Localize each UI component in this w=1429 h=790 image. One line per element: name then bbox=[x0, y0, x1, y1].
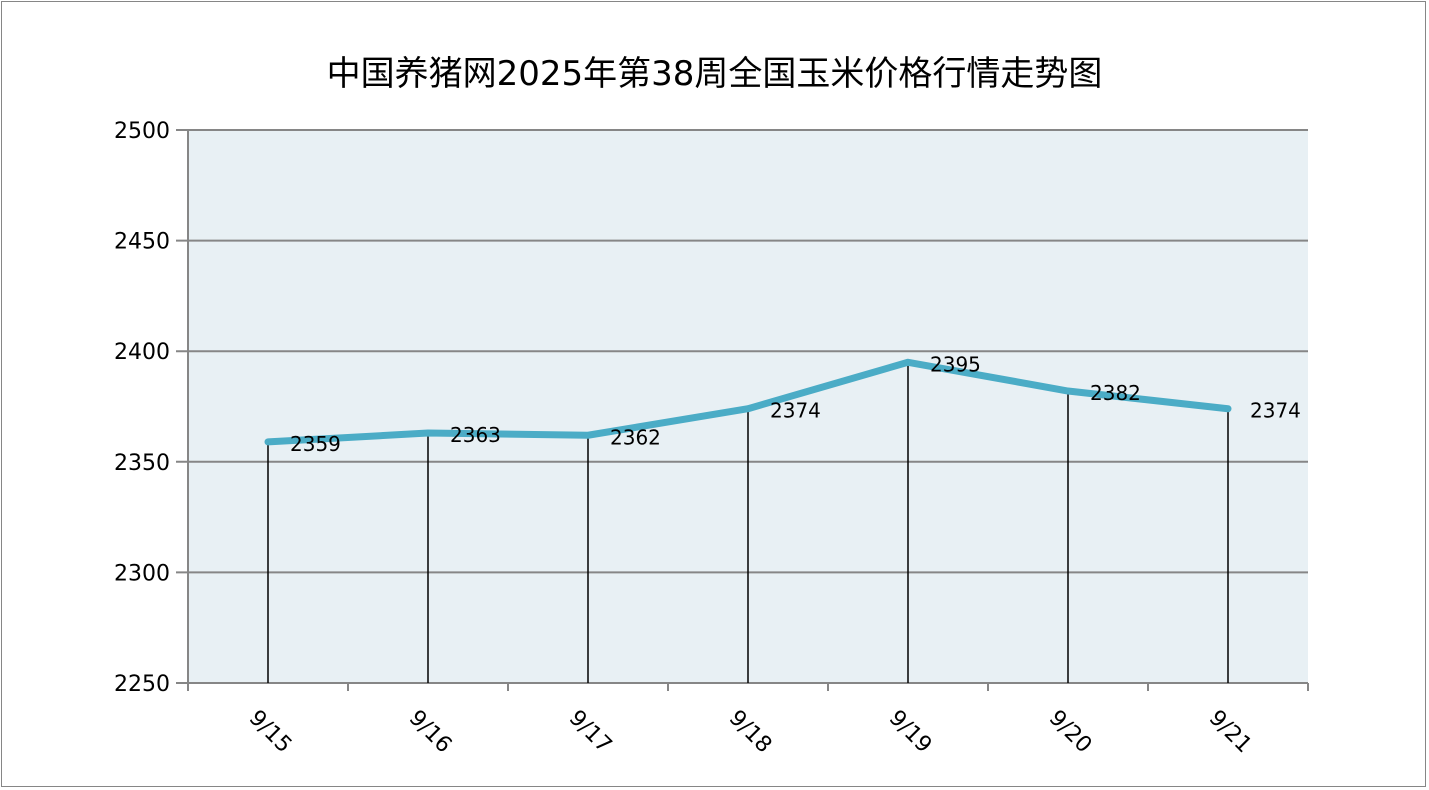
data-point bbox=[1225, 405, 1231, 412]
data-point bbox=[585, 432, 591, 439]
y-tick-label: 2300 bbox=[114, 561, 170, 586]
data-label: 2362 bbox=[610, 425, 661, 449]
data-label: 2359 bbox=[290, 432, 341, 456]
chart-title: 中国养猪网2025年第38周全国玉米价格行情走势图 bbox=[326, 54, 1103, 94]
x-tick-label: 9/21 bbox=[1204, 706, 1257, 759]
data-label: 2374 bbox=[770, 399, 821, 423]
data-point bbox=[265, 438, 271, 445]
data-point bbox=[745, 405, 751, 412]
x-tick-label: 9/16 bbox=[404, 706, 457, 759]
data-label: 2363 bbox=[450, 423, 501, 447]
data-label: 2395 bbox=[930, 352, 981, 376]
x-tick-label: 9/19 bbox=[884, 706, 937, 759]
y-tick-label: 2450 bbox=[114, 230, 170, 255]
data-point bbox=[425, 430, 431, 437]
x-tick-label: 9/20 bbox=[1044, 706, 1097, 759]
x-tick-label: 9/15 bbox=[244, 706, 297, 759]
data-label: 2382 bbox=[1090, 381, 1141, 405]
data-point bbox=[905, 359, 911, 366]
y-tick-label: 2250 bbox=[114, 672, 170, 697]
y-tick-label: 2500 bbox=[114, 119, 170, 144]
x-tick-label: 9/18 bbox=[724, 706, 777, 759]
y-tick-label: 2350 bbox=[114, 451, 170, 476]
y-tick-label: 2400 bbox=[114, 340, 170, 365]
data-point bbox=[1065, 388, 1071, 395]
data-label: 2374 bbox=[1250, 399, 1301, 423]
x-tick-label: 9/17 bbox=[564, 706, 617, 759]
